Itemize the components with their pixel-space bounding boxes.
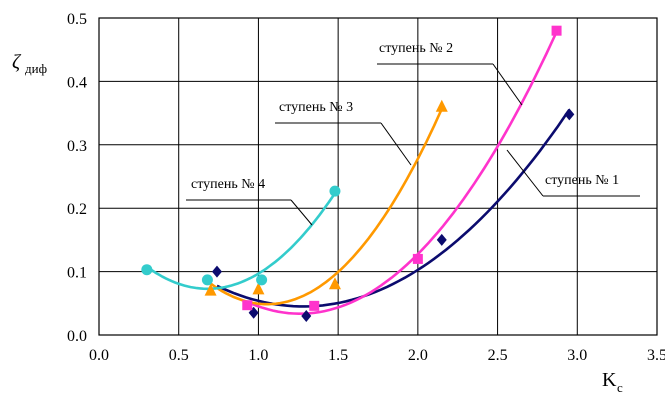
data-point-series-2 (309, 300, 320, 311)
x-tick-label: 3.5 (647, 347, 665, 364)
x-tick-label: 1.5 (328, 347, 348, 364)
data-point-series-2 (412, 253, 423, 264)
trend-line-series-2 (246, 31, 558, 316)
x-axis-label: K (602, 369, 617, 391)
x-tick-label: 3.0 (567, 347, 587, 364)
data-point-series-4 (256, 274, 268, 286)
axis-labels: ζ диф K c (12, 51, 623, 395)
y-tick-label: 0.5 (67, 11, 87, 28)
y-tick-label: 0.3 (67, 138, 87, 155)
x-tick-label: 0.0 (89, 347, 109, 364)
y-tick-label: 0.0 (67, 328, 87, 345)
x-tick-label: 2.0 (408, 347, 428, 364)
annotation-leader (506, 149, 544, 197)
annotation-leader (290, 199, 313, 226)
data-point-series-1 (436, 233, 447, 246)
series-label: ступень № 2 (379, 41, 453, 56)
data-point-series-1 (301, 309, 312, 322)
series-label: ступень № 4 (191, 177, 265, 192)
y-tick-label: 0.1 (67, 265, 87, 282)
data-point-series-4 (201, 274, 213, 286)
data-point-series-4 (329, 185, 341, 197)
series-label: ступень № 3 (279, 100, 353, 115)
trend-line-series-4 (146, 192, 337, 291)
data-point-series-4 (141, 264, 153, 276)
data-point-series-1 (211, 265, 222, 278)
data-markers (141, 25, 575, 322)
x-tick-label: 1.0 (248, 347, 268, 364)
data-point-series-1 (564, 108, 575, 121)
y-axis-label: ζ (12, 51, 22, 73)
data-point-series-3 (435, 99, 448, 112)
y-axis-label-sub: диф (25, 61, 47, 76)
annotation-leader (492, 63, 523, 106)
series-annotations: ступень № 1 ступень № 2 ступень № 3 ступень… (186, 41, 640, 226)
x-tick-label: 2.5 (488, 347, 508, 364)
x-tick-label: 0.5 (169, 347, 189, 364)
y-tick-label: 0.2 (67, 201, 87, 218)
data-point-series-2 (551, 25, 562, 36)
series-label: ступень № 1 (545, 173, 619, 188)
y-tick-label: 0.4 (67, 74, 87, 91)
annotation-leader (380, 122, 412, 166)
tick-labels: 0.0 0.5 1.0 1.5 2.0 2.5 3.0 3.5 0.0 0.1 0.2 0.3 0.4 0… (67, 11, 665, 364)
data-point-series-3 (328, 277, 341, 290)
plot-frame (98, 17, 658, 336)
data-point-series-3 (252, 282, 265, 295)
data-point-series-3 (204, 283, 217, 296)
data-point-series-2 (242, 300, 253, 311)
x-axis-label-sub: c (617, 380, 623, 395)
